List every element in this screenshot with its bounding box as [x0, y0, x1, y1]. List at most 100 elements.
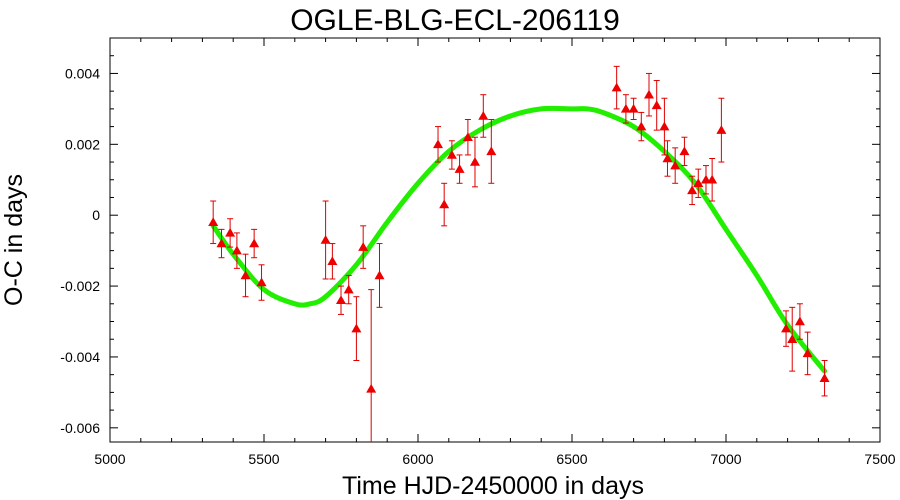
data-point-group [636, 111, 647, 142]
x-tick-label: 6000 [402, 451, 433, 467]
data-point [366, 383, 377, 393]
data-point-group [802, 331, 813, 376]
data-point-group [358, 225, 369, 269]
data-point [358, 242, 369, 251]
data-point [433, 139, 444, 149]
data-point [216, 238, 227, 248]
data-point-group [231, 232, 242, 269]
data-point-group [693, 168, 704, 198]
data-point [611, 82, 622, 92]
data-point [225, 227, 236, 237]
y-tick-label: 0.002 [65, 136, 100, 152]
data-point-group [446, 140, 457, 170]
data-point-group [208, 200, 219, 245]
x-tick-label: 6500 [556, 451, 587, 467]
data-point [628, 103, 639, 113]
data-point-group [343, 274, 354, 305]
data-point-group [679, 136, 690, 167]
data-point [644, 89, 654, 99]
data-point-group [366, 289, 377, 442]
data-point [679, 146, 690, 156]
data-point [651, 100, 662, 110]
data-point [208, 217, 219, 227]
data-point-group [651, 80, 662, 131]
data-point [707, 174, 718, 184]
data-point [240, 270, 251, 280]
x-axis-label: Time HJD-2450000 in days [342, 472, 644, 500]
data-point [693, 178, 704, 188]
data-point-group [620, 94, 631, 124]
fit-curve [210, 105, 828, 374]
data-point-group [794, 303, 805, 340]
data-point-group [320, 200, 331, 280]
y-axis: -0.006 -0.004 -0.002 0 0.002 0.004 [60, 55, 880, 436]
plot-area: 5000 5500 6000 6500 7000 7500 -0.006-0.004-0.… [60, 37, 896, 467]
x-tick-label: 5000 [94, 451, 125, 467]
data-point-group [216, 228, 227, 259]
data-point-group [628, 97, 639, 121]
data-point-group [644, 72, 654, 117]
data-points-layer [208, 65, 830, 442]
data-point [462, 132, 473, 141]
data-point [336, 295, 346, 304]
data-point [454, 164, 465, 173]
data-point [446, 149, 457, 159]
data-point [486, 146, 497, 156]
data-point [781, 323, 792, 333]
data-point [659, 121, 670, 131]
data-point-group [225, 218, 236, 248]
data-point-group [374, 243, 385, 308]
data-point-group [687, 175, 698, 206]
data-point [320, 235, 331, 244]
data-point [636, 121, 647, 131]
y-tick-label: -0.002 [60, 278, 100, 294]
data-point [343, 284, 354, 294]
data-point [374, 270, 385, 280]
data-point [439, 199, 450, 209]
data-point [794, 316, 805, 326]
x-tick-label: 7000 [710, 451, 741, 467]
y-tick-label: -0.004 [60, 349, 100, 365]
data-point-group [707, 157, 718, 202]
data-point [478, 110, 489, 120]
data-point-group [662, 140, 673, 177]
data-point [687, 185, 698, 195]
fit-curve-layer [210, 105, 828, 374]
data-point [670, 160, 681, 170]
data-point-group [462, 119, 473, 156]
data-point-group [486, 119, 497, 184]
data-point-group [670, 147, 681, 184]
data-point-group [249, 228, 260, 259]
data-point [819, 373, 830, 382]
y-tick-label: 0 [92, 207, 100, 223]
data-point [469, 157, 480, 166]
y-axis-label: O-C in days [0, 174, 28, 306]
data-point [662, 153, 673, 163]
data-point [620, 103, 631, 113]
data-point [231, 245, 242, 255]
data-point [249, 238, 260, 248]
chart-title: OGLE-BLG-ECL-206119 [290, 4, 620, 37]
data-point-group [336, 285, 346, 315]
data-point [802, 348, 813, 358]
data-point-group [787, 306, 798, 372]
x-tick-label: 5500 [248, 451, 279, 467]
data-point-group [819, 359, 830, 397]
data-point-group [256, 264, 267, 301]
data-point [716, 125, 727, 134]
data-point-group [240, 253, 251, 298]
data-point-group [781, 310, 792, 347]
x-tick-label: 7500 [864, 451, 895, 467]
data-point-group [433, 126, 444, 163]
data-point-group [469, 136, 480, 188]
data-point-group [439, 182, 450, 227]
plot-frame [109, 37, 881, 443]
data-point-group [351, 296, 362, 361]
data-point [256, 277, 267, 287]
data-point-group [611, 65, 622, 110]
data-point-group [659, 97, 670, 156]
data-point-group [716, 97, 727, 163]
data-point [351, 323, 362, 333]
data-point-group [454, 154, 465, 184]
